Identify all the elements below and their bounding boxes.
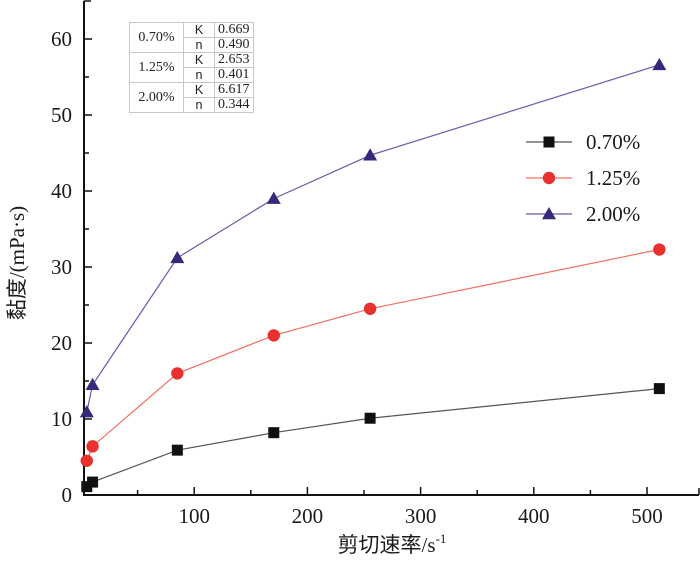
x-tick-label: 300 (405, 504, 437, 528)
x-tick-label: 100 (178, 504, 210, 528)
table-n-label: n (183, 97, 215, 113)
table-row: 2.00% K 6.617 (129, 82, 254, 113)
table-k-value: 2.653 (214, 52, 254, 68)
table-row: n 0.401 (130, 67, 254, 83)
series-125 (80, 243, 666, 467)
x-axis-title-text: 剪切速率/s (338, 533, 436, 557)
table-n-value: 0.490 (214, 37, 254, 53)
y-tick-label: 50 (51, 103, 72, 127)
table-k-label: K (183, 22, 215, 38)
y-tick-label: 10 (51, 407, 72, 431)
series-070 (81, 383, 665, 493)
legend-label: 1.25% (586, 166, 640, 190)
data-point (266, 191, 281, 204)
data-point (653, 383, 665, 395)
table-row: n 0.344 (130, 97, 254, 113)
legend-item: 2.00% (526, 202, 640, 226)
data-point (87, 476, 99, 488)
table-k-value: 0.669 (214, 22, 254, 38)
table-n-value: 0.401 (214, 67, 254, 83)
data-point (81, 481, 93, 493)
data-point (80, 454, 93, 467)
y-tick-label: 30 (51, 255, 72, 279)
data-point (652, 57, 667, 71)
x-tick-label: 400 (518, 504, 550, 528)
data-point (171, 367, 184, 380)
table-row: 0.70% K 0.669 (129, 22, 254, 53)
data-point (363, 148, 378, 161)
data-point (267, 329, 280, 342)
data-point (85, 377, 100, 391)
legend-label: 0.70% (586, 130, 640, 154)
data-point (79, 405, 94, 418)
data-point (653, 243, 666, 256)
y-tick-label: 20 (51, 331, 72, 355)
legend-marker-triangle (542, 207, 556, 220)
y-tick-label: 40 (51, 179, 72, 203)
table-concentration: 1.25% (129, 52, 184, 83)
data-point (86, 440, 99, 453)
data-point (171, 444, 183, 456)
y-axis-title: 黏度/(mPa·s) (5, 206, 29, 320)
legend-marker-square (543, 136, 555, 148)
y-tick-label: 60 (51, 27, 72, 51)
table-k-label: K (183, 52, 215, 68)
axes: 100 200 300 400 500 0 10 20 30 40 50 60 (51, 0, 700, 528)
table-k-label: K (183, 82, 215, 98)
legend: 0.70% 1.25% 2.00% (526, 130, 640, 226)
series-layer (79, 57, 667, 493)
table-n-label: n (183, 67, 215, 83)
table-n-value: 0.344 (214, 97, 254, 113)
table-k-value: 6.617 (214, 82, 254, 98)
data-point (364, 412, 376, 424)
legend-item: 0.70% (526, 130, 640, 154)
legend-item: 1.25% (526, 166, 640, 190)
series-line (86, 64, 660, 413)
parameter-table: 0.70% K 0.669 n 0.490 1.25% K 2.653 n 0.401 2.00% K… (129, 22, 254, 113)
table-concentration: 0.70% (129, 22, 184, 53)
series-line (86, 388, 660, 488)
x-tick-label: 500 (631, 504, 663, 528)
x-axis-title-superscript: -1 (436, 531, 447, 546)
table-concentration: 2.00% (129, 82, 184, 113)
x-tick-label: 200 (292, 504, 324, 528)
series-200 (79, 57, 667, 418)
data-point (363, 302, 377, 315)
x-axis-title: 剪切速率/s-1 (338, 531, 447, 557)
y-tick-label: 0 (62, 483, 73, 507)
series-line (86, 248, 660, 462)
table-n-label: n (183, 37, 215, 53)
legend-marker-circle (542, 171, 556, 185)
table-row: n 0.490 (130, 37, 254, 53)
table-row: 1.25% K 2.653 (129, 52, 254, 83)
data-point (268, 427, 280, 439)
data-point (170, 250, 185, 264)
legend-label: 2.00% (586, 202, 640, 226)
